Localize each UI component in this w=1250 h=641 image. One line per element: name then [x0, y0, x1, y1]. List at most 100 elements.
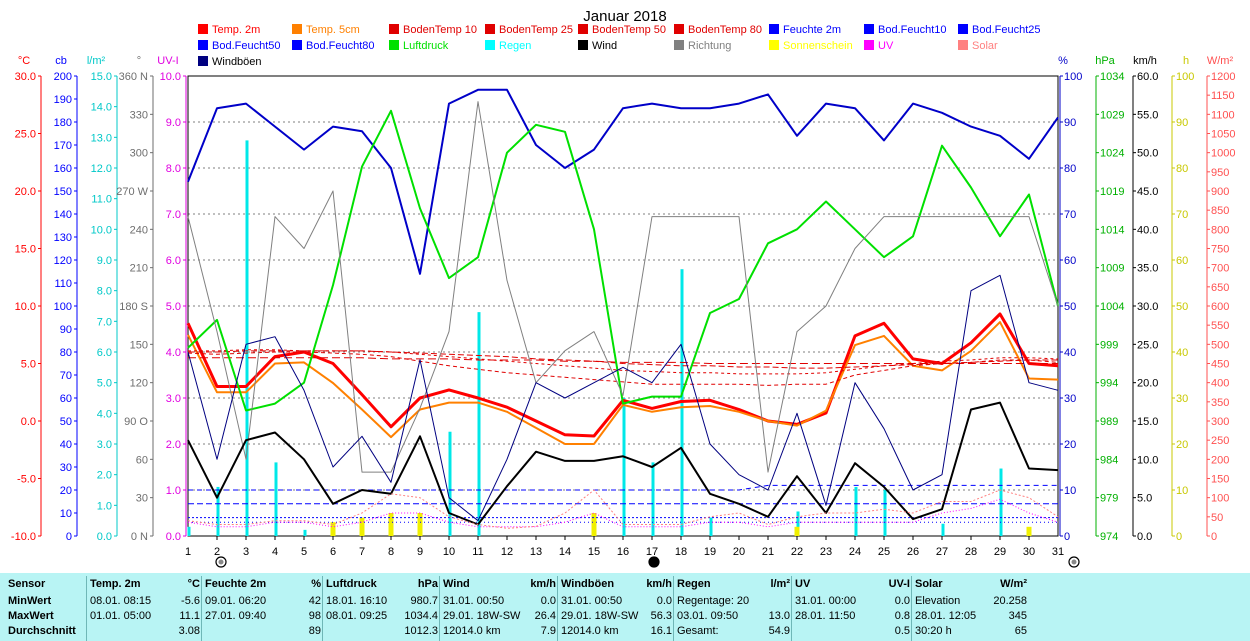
- y-axis-press: hPa 1034 1029 1024 1019 1014 1009 1004 999 994 989…: [1095, 55, 1124, 543]
- legend-item: Richtung: [674, 40, 731, 52]
- x-tick-label: 17: [646, 546, 658, 558]
- axis-tick-label: 6.0: [166, 255, 181, 267]
- stats-column-unit: °C: [187, 578, 200, 590]
- axis-tick-label: 60: [60, 393, 72, 405]
- axis-tick-label: 950: [1211, 167, 1229, 179]
- y-axis-rain: l/m² 15.0 14.0 13.0 12.0 11.0 10.0 9.0 8.0 7.0 6.0…: [87, 55, 118, 543]
- legend-label: BodenTemp 80: [688, 24, 762, 36]
- stats-cell-value: -5.6: [181, 595, 200, 607]
- x-tick-label: 16: [617, 546, 629, 558]
- legend-swatch: [485, 24, 495, 34]
- x-tick-label: 28: [965, 546, 977, 558]
- sunshine-bar: [591, 513, 597, 536]
- stats-cell-value: 3.08: [178, 625, 200, 637]
- stats-cell-value: 345: [1008, 610, 1027, 622]
- stats-separator: [201, 576, 202, 641]
- axis-tick-label: 240: [130, 224, 148, 236]
- axis-tick-label: 30.0: [1137, 301, 1158, 313]
- x-tick-label: 5: [301, 546, 307, 558]
- legend-swatch: [674, 40, 684, 50]
- axis-tick-label: 900: [1211, 186, 1229, 198]
- axis-tick-label: 6.0: [97, 347, 112, 359]
- moon-phase-icon: [648, 556, 660, 568]
- legend-swatch: [198, 56, 208, 66]
- weather-chart: Januar 2018 Temp. 2m Temp. 5cm BodenTemp 1…: [11, 8, 1235, 568]
- axis-tick-label: 100: [1211, 493, 1229, 505]
- axis-tick-label: 15.0: [1137, 416, 1158, 428]
- chart-bars: [187, 140, 1032, 536]
- stats-cell-label: 01.01. 05:00: [90, 610, 152, 622]
- axis-tick-label: 200: [1211, 454, 1229, 466]
- series-line-windb-en: [187, 274, 1059, 522]
- legend-swatch: [769, 40, 779, 50]
- stats-cell-value: 1012.3: [404, 625, 438, 637]
- axis-tick-label: 300: [130, 148, 148, 160]
- legend-item: Windböen: [198, 56, 262, 68]
- stats-column: Windböen km/h 31.01. 00:50 0.0 29.01. 18W-SW…: [561, 573, 672, 641]
- axis-tick-label: 30.0: [15, 71, 36, 83]
- legend-swatch: [578, 24, 588, 34]
- axis-tick-label: 60.0: [1137, 71, 1158, 83]
- series-line-wind: [187, 401, 1059, 526]
- axis-tick-label: 25.0: [15, 129, 36, 141]
- legend-label: Temp. 5cm: [306, 24, 360, 36]
- axis-tick-label: 180 S: [119, 301, 148, 313]
- legend-item: Bod.Feucht80: [292, 40, 375, 52]
- x-tick-label: 21: [762, 546, 774, 558]
- axis-tick-label: 20.0: [15, 186, 36, 198]
- legend-label: Bod.Feucht50: [212, 40, 281, 52]
- stats-cell-label: Gesamt:: [677, 625, 719, 637]
- axis-tick-label: 270 W: [116, 186, 148, 198]
- stats-column-unit: km/h: [530, 578, 556, 590]
- legend-item: Solar: [958, 40, 998, 52]
- axis-tick-label: 4.0: [97, 408, 112, 420]
- axis-tick-label: 25.0: [1137, 339, 1158, 351]
- stats-column-title: Wind: [443, 578, 470, 590]
- axis-tick-label: 90: [60, 324, 72, 336]
- legend-item: Temp. 2m: [198, 24, 260, 36]
- axis-tick-label: 1.0: [97, 500, 112, 512]
- legend-swatch: [198, 40, 208, 50]
- stats-separator: [86, 576, 87, 641]
- series-line-bodentemp-10: [187, 351, 1059, 386]
- stats-column-title: Luftdruck: [326, 578, 377, 590]
- y-axis-temp: °C 30.0 25.0 20.0 15.0 10.0 5.0 0.0 -5.0 -10.0: [11, 55, 42, 543]
- axis-tick-label: 360 N: [119, 71, 148, 83]
- stats-cell-value: 42: [308, 595, 321, 607]
- axis-tick-label: 2.0: [166, 439, 181, 451]
- axis-tick-label: 0 N: [131, 531, 148, 543]
- stats-column-unit: UV-I: [888, 578, 910, 590]
- stats-cell-label: 29.01. 18W-SW: [561, 610, 639, 622]
- axis-tick-label: 1034: [1100, 71, 1124, 83]
- axis-tick-label: 80: [60, 347, 72, 359]
- axis-tick-label: 750: [1211, 244, 1229, 256]
- axis-tick-label: 45.0: [1137, 186, 1158, 198]
- axis-tick-label: 70: [1064, 209, 1076, 221]
- axis-unit-label: km/h: [1133, 55, 1157, 67]
- y-axis-cb: cb20019018017016015014013012011010090807…: [54, 55, 78, 543]
- legend-item: Wind: [578, 40, 617, 52]
- axis-tick-label: 10: [60, 508, 72, 520]
- axis-tick-label: 210: [130, 263, 148, 275]
- axis-tick-label: 190: [54, 94, 72, 106]
- moon-phase-core: [218, 559, 224, 565]
- stats-cell-label: 08.01. 09:25: [326, 610, 388, 622]
- legend-label: Windböen: [212, 56, 262, 68]
- axis-tick-label: 700: [1211, 263, 1229, 275]
- rain-bar: [187, 526, 191, 536]
- axis-tick-label: 130: [54, 232, 72, 244]
- stats-cell-label: 03.01. 09:50: [677, 610, 739, 622]
- stats-column-title: Windböen: [561, 578, 615, 590]
- stats-cell-label: 28.01. 12:05: [915, 610, 977, 622]
- legend-swatch: [578, 40, 588, 50]
- rain-bar: [216, 486, 220, 536]
- stats-separator: [439, 576, 440, 641]
- series-line-richtung: [187, 101, 1059, 473]
- legend-item: Regen: [485, 40, 531, 52]
- axis-tick-label: 1100: [1211, 109, 1235, 121]
- legend-item: Bod.Feucht25: [958, 24, 1041, 36]
- axis-tick-label: 10: [1064, 485, 1076, 497]
- axis-tick-label: 150: [54, 186, 72, 198]
- axis-tick-label: 170: [54, 140, 72, 152]
- axis-tick-label: 0: [1211, 531, 1217, 543]
